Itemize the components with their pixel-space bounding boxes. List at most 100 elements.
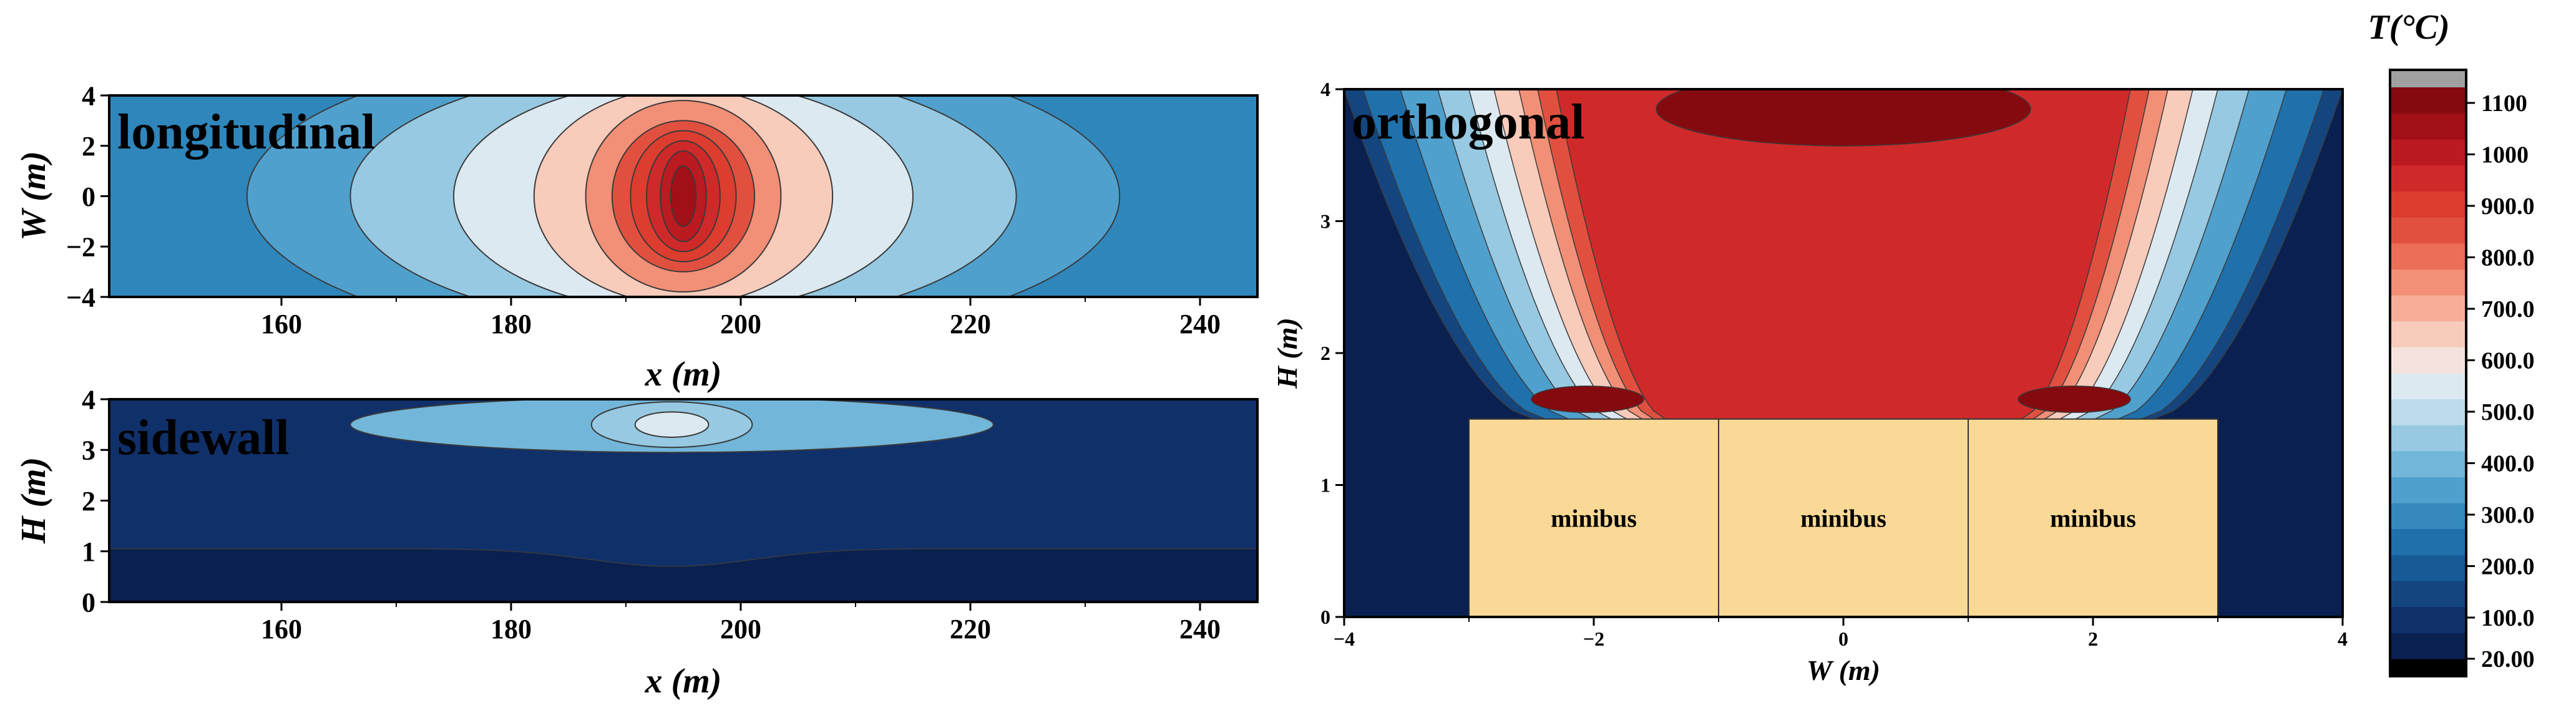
colorbar-band (2390, 373, 2466, 400)
xtick-label: 160 (261, 309, 302, 339)
orthogonal-title: orthogonal (1352, 95, 1584, 150)
ytick-label: 2 (82, 131, 95, 162)
longitudinal-title: longitudinal (117, 105, 376, 160)
orthogonal-vehicles: minibus minibus minibus (1468, 418, 2218, 618)
ytick-label: 0 (82, 587, 95, 618)
xtick-label: 220 (950, 309, 991, 339)
ytick-label: 0 (82, 182, 95, 212)
longitudinal-yticks: −4 −2 0 2 4 (66, 80, 109, 313)
ytick-label: 4 (82, 80, 95, 111)
colorbar-ticks: 20.00 100.0 200.0 300.0 400.0 500.0 600.0 700.0… (2466, 90, 2535, 672)
colorbar-tick-label: 800.0 (2481, 245, 2535, 271)
colorbar-band (2390, 425, 2466, 452)
colorbar-band (2390, 295, 2466, 322)
colorbar-frame (2389, 69, 2467, 677)
xtick-label: 180 (490, 309, 532, 339)
colorbar-tick-label: 900.0 (2481, 193, 2535, 220)
colorbar-tick-label: 300.0 (2481, 502, 2535, 528)
colorbar-band (2390, 269, 2466, 296)
colorbar-tick-label: 600.0 (2481, 347, 2535, 374)
panel-orthogonal: minibus minibus minibus −4 −2 0 2 4 0 1 2 3 4 orth… (1271, 78, 2348, 686)
minibus-label: minibus (2050, 504, 2136, 532)
orthogonal-left-hotspot (1531, 386, 1644, 413)
colorbar-band (2390, 581, 2466, 608)
colorbar-tick-label: 100.0 (2481, 605, 2535, 631)
colorbar-band (2390, 217, 2466, 244)
xtick-label: −4 (1334, 628, 1355, 650)
ytick-label: 0 (1320, 606, 1330, 628)
colorbar-tick-label: 700.0 (2481, 296, 2535, 323)
colorbar-band (2390, 528, 2466, 555)
colorbar-band (2390, 450, 2466, 478)
colorbar-band (2390, 139, 2466, 166)
colorbar-band (2390, 321, 2466, 347)
sidewall-xlabel: x (m) (645, 662, 722, 701)
colorbar-tick-label: 500.0 (2481, 399, 2535, 425)
ytick-label: −2 (66, 232, 95, 263)
longitudinal-xticks: 160 180 200 220 240 (261, 297, 1221, 339)
longitudinal-contours (246, 95, 1120, 297)
longitudinal-xlabel: x (m) (645, 355, 722, 394)
colorbar-tick-label: 400.0 (2481, 450, 2535, 477)
orthogonal-right-hotspot (2017, 386, 2131, 413)
minibus-2 (1718, 418, 1969, 618)
xtick-label: 220 (950, 614, 991, 644)
colorbar-title: T(°C) (2368, 8, 2449, 47)
colorbar-band (2390, 165, 2466, 192)
ytick-label: 2 (82, 486, 95, 517)
orthogonal-band-900 (1556, 89, 2131, 420)
xtick-label: 180 (490, 614, 532, 644)
xtick-label: 200 (720, 614, 761, 644)
minibus-3 (1968, 418, 2218, 618)
xtick-label: 240 (1179, 309, 1221, 339)
ytick-label: 4 (1320, 78, 1330, 100)
sidewall-contours (109, 399, 1257, 567)
ytick-label: 2 (1320, 342, 1330, 364)
sidewall-plume-530 (634, 411, 710, 438)
xtick-label: 200 (720, 309, 761, 339)
orthogonal-ylabel: H (m) (1271, 318, 1303, 389)
xtick-label: 2 (2088, 628, 2098, 650)
ytick-label: 1 (82, 536, 95, 567)
sidewall-title: sidewall (117, 410, 290, 465)
colorbar-band (2390, 606, 2466, 633)
ytick-label: 3 (1320, 210, 1330, 233)
orthogonal-yticks: 0 1 2 3 4 (1320, 78, 1344, 628)
sidewall-xticks: 160 180 200 220 240 (261, 602, 1221, 644)
minibus-1 (1468, 418, 1719, 618)
ytick-label: 4 (82, 384, 95, 415)
xtick-label: 4 (2338, 628, 2348, 650)
colorbar-band (2390, 503, 2466, 530)
colorbar-band (2390, 477, 2466, 503)
colorbar-band (2390, 243, 2466, 269)
panel-sidewall: 160 180 200 220 240 0 1 2 3 4 sidewall H (m) x (… (14, 384, 1259, 701)
orthogonal-contours (1344, 89, 2343, 420)
ytick-label: −4 (66, 282, 95, 313)
xtick-label: 160 (261, 614, 302, 644)
colorbar-overflow (2390, 70, 2466, 87)
colorbar-tick-label: 20.00 (2481, 646, 2535, 672)
orthogonal-ceiling-hotspot (1656, 89, 2031, 147)
minibus-label: minibus (1800, 504, 1886, 532)
colorbar-band (2390, 633, 2466, 659)
colorbar-tick-label: 1000 (2481, 142, 2529, 168)
orthogonal-xlabel: W (m) (1807, 654, 1880, 686)
sidewall-layer-80 (109, 399, 1257, 567)
colorbar-band (2390, 191, 2466, 218)
colorbar: T(°C) 20.00 100.0 200.0 300.0 400.0 500.0 600.… (2368, 8, 2535, 677)
colorbar-band (2390, 555, 2466, 581)
colorbar-tick-label: 200.0 (2481, 553, 2535, 580)
xtick-label: 0 (1838, 628, 1848, 650)
minibus-label: minibus (1551, 504, 1637, 532)
panel-longitudinal: 160 180 200 220 240 −4 −2 0 2 4 longitudinal W (… (14, 80, 1259, 394)
orthogonal-xticks: −4 −2 0 2 4 (1334, 617, 2348, 650)
longitudinal-ylabel: W (m) (14, 151, 53, 241)
sidewall-ylabel: H (m) (14, 457, 53, 544)
colorbar-bands (2390, 70, 2466, 676)
colorbar-band (2390, 347, 2466, 374)
colorbar-band (2390, 87, 2466, 114)
xtick-label: 240 (1179, 614, 1221, 644)
xtick-label: −2 (1583, 628, 1604, 650)
colorbar-band (2390, 113, 2466, 140)
